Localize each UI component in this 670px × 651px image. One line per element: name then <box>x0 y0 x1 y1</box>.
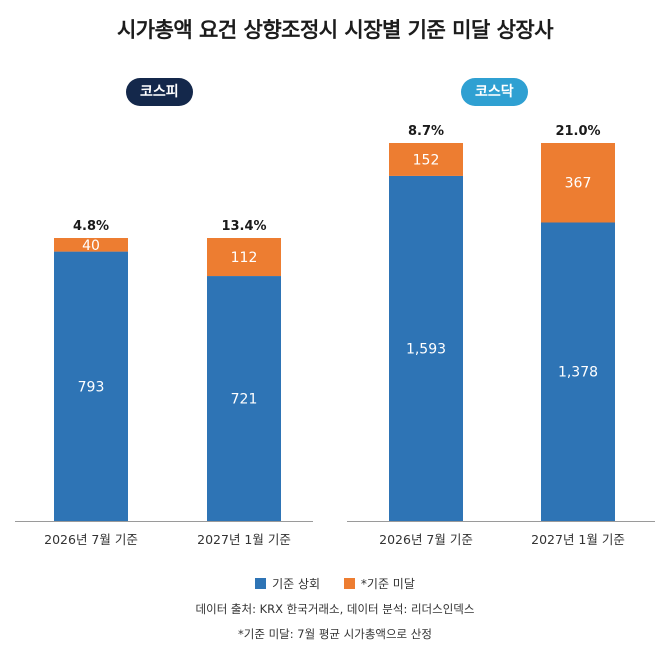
kosdaq-bar-above-1 <box>541 222 615 521</box>
legend-swatch-above <box>255 578 267 589</box>
kosdaq-category-0: 2026년 7월 기준 <box>379 532 473 547</box>
kosdaq-bar-below-1 <box>541 143 615 223</box>
chart-legend: 기준 상회 *기준 미달 <box>0 575 670 592</box>
kosdaq-pct-0: 8.7% <box>408 124 444 139</box>
chart-title: 시가총액 요건 상향조정시 시장별 기준 미달 상장사 <box>116 18 554 42</box>
footnote: *기준 미달: 7월 평균 시가총액으로 산정 <box>238 627 432 641</box>
kosdaq-label-above-1: 1,378 <box>558 365 598 381</box>
kospi-bar-below-0 <box>54 238 128 252</box>
legend-item-below: *기준 미달 <box>343 575 415 592</box>
kospi-pct-0: 4.8% <box>73 219 109 234</box>
kosdaq-label-below-1: 367 <box>565 176 592 192</box>
kosdaq-label-above-0: 1,593 <box>406 341 446 357</box>
kospi-category-1: 2027년 1월 기준 <box>197 532 291 547</box>
kosdaq-pct-1: 21.0% <box>555 124 600 139</box>
kosdaq-label-below-0: 152 <box>413 152 440 168</box>
kosdaq-bar-below-0 <box>389 143 463 176</box>
stacked-bar-chart: 793 40 4.8% 2026년 7월 기준 721 112 13.4% 2027년 1월 … <box>15 124 655 547</box>
kospi-pct-1: 13.4% <box>221 219 266 234</box>
kospi-label-above-1: 721 <box>231 392 258 408</box>
legend-label-below: *기준 미달 <box>360 577 415 591</box>
legend-item-above: 기준 상회 <box>255 575 320 592</box>
kosdaq-market-badge: 코스닥 <box>461 78 528 106</box>
data-source-note: 데이터 출처: KRX 한국거래소, 데이터 분석: 리더스인덱스 <box>195 602 475 616</box>
kospi-bar-above-0 <box>54 251 128 522</box>
kosdaq-category-1: 2027년 1월 기준 <box>531 532 625 547</box>
kospi-bar-below-1 <box>207 238 281 277</box>
kospi-label-above-0: 793 <box>78 379 105 395</box>
legend-swatch-below <box>343 578 355 589</box>
kospi-market-badge: 코스피 <box>126 78 193 106</box>
legend-label-above: 기준 상회 <box>272 577 321 591</box>
kosdaq-bar-above-0 <box>389 175 463 521</box>
kospi-bar-above-1 <box>207 276 281 521</box>
kospi-category-0: 2026년 7월 기준 <box>44 532 138 547</box>
kospi-label-below-1: 112 <box>231 250 258 266</box>
kospi-label-below-0: 40 <box>82 238 100 254</box>
